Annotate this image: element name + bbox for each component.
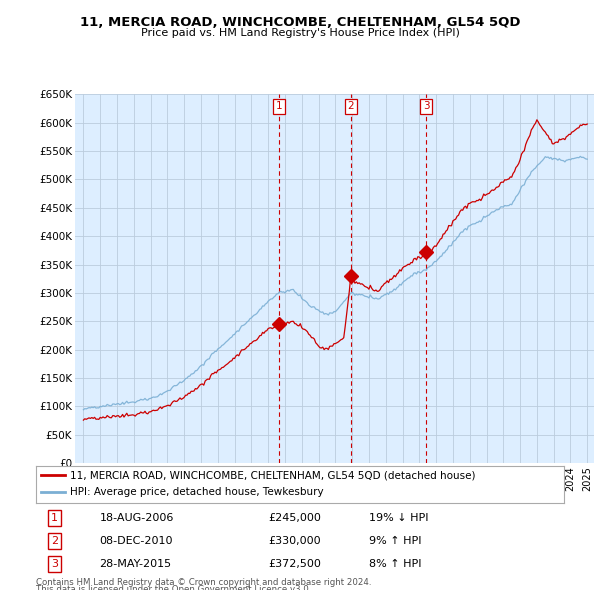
Text: 19% ↓ HPI: 19% ↓ HPI [368,513,428,523]
Text: 3: 3 [423,101,430,111]
Text: 11, MERCIA ROAD, WINCHCOMBE, CHELTENHAM, GL54 5QD: 11, MERCIA ROAD, WINCHCOMBE, CHELTENHAM,… [80,16,520,29]
Text: 1: 1 [275,101,282,111]
Text: This data is licensed under the Open Government Licence v3.0.: This data is licensed under the Open Gov… [36,585,311,590]
Text: 1: 1 [51,513,58,523]
Text: 8% ↑ HPI: 8% ↑ HPI [368,559,421,569]
Text: Price paid vs. HM Land Registry's House Price Index (HPI): Price paid vs. HM Land Registry's House … [140,28,460,38]
Text: 28-MAY-2015: 28-MAY-2015 [100,559,172,569]
Text: 08-DEC-2010: 08-DEC-2010 [100,536,173,546]
Text: Contains HM Land Registry data © Crown copyright and database right 2024.: Contains HM Land Registry data © Crown c… [36,578,371,587]
Text: £330,000: £330,000 [268,536,321,546]
Text: 2: 2 [347,101,354,111]
Text: 9% ↑ HPI: 9% ↑ HPI [368,536,421,546]
Text: 3: 3 [51,559,58,569]
Text: HPI: Average price, detached house, Tewkesbury: HPI: Average price, detached house, Tewk… [70,487,324,497]
Text: 11, MERCIA ROAD, WINCHCOMBE, CHELTENHAM, GL54 5QD (detached house): 11, MERCIA ROAD, WINCHCOMBE, CHELTENHAM,… [70,470,476,480]
Text: 2: 2 [51,536,58,546]
Text: 18-AUG-2006: 18-AUG-2006 [100,513,174,523]
Text: £372,500: £372,500 [268,559,321,569]
Text: £245,000: £245,000 [268,513,321,523]
